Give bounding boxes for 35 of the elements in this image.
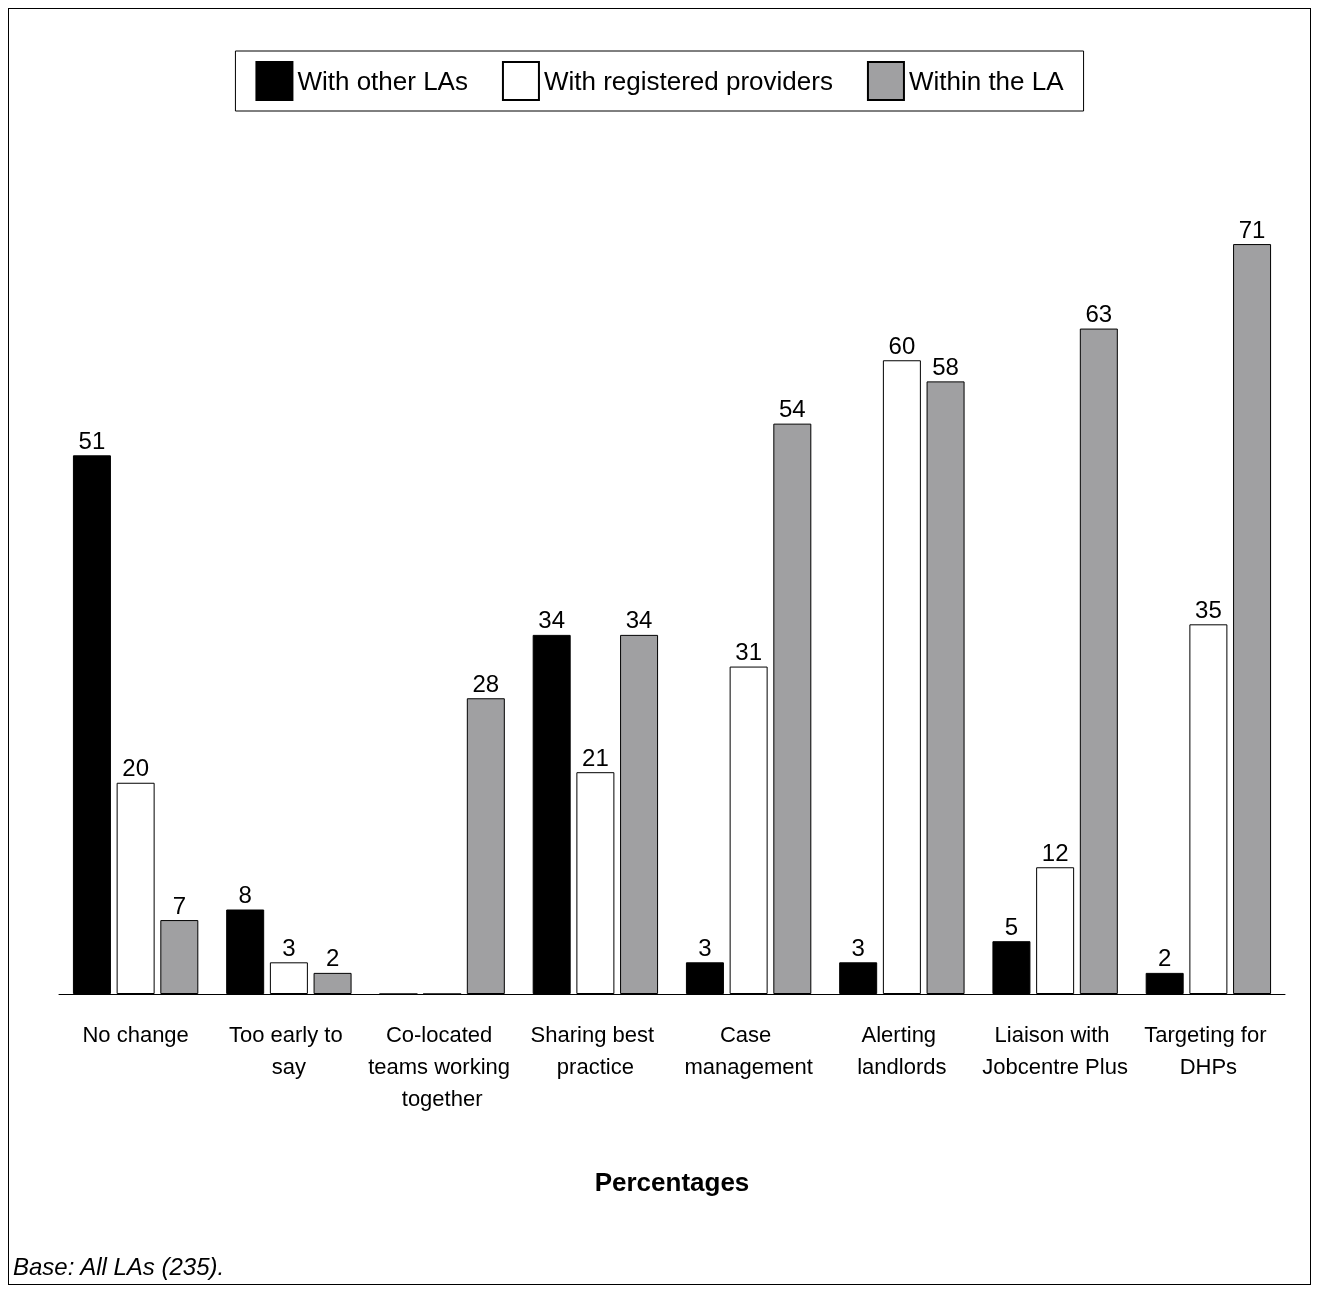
x-tick-label: Sharing best practice bbox=[530, 1021, 661, 1079]
data-label: 2 bbox=[1158, 944, 1172, 972]
data-label: 54 bbox=[778, 395, 806, 423]
data-label: 31 bbox=[735, 638, 762, 666]
data-label: 3 bbox=[282, 933, 296, 961]
data-label: 20 bbox=[122, 754, 149, 782]
x-tick-label: Liaison with Jobcentre Plus bbox=[982, 1021, 1128, 1079]
data-label: 63 bbox=[1085, 300, 1113, 328]
data-label: 58 bbox=[932, 352, 959, 380]
data-label: 3 bbox=[698, 933, 712, 961]
x-tick-label: Case management bbox=[684, 1021, 813, 1079]
x-tick-label: Too early to say bbox=[228, 1021, 349, 1079]
x-axis-title: Percentages bbox=[594, 1167, 750, 1197]
x-tick-label: No change bbox=[82, 1021, 189, 1047]
data-label: 7 bbox=[172, 891, 186, 919]
x-tick-label: Co-located teams working together bbox=[368, 1021, 517, 1111]
x-tick-label: Targeting for DHPs bbox=[1144, 1021, 1273, 1079]
legend-label: With registered providers bbox=[543, 66, 833, 96]
data-label: 28 bbox=[472, 669, 500, 697]
data-label: 2 bbox=[325, 944, 340, 972]
data-label: 34 bbox=[538, 606, 566, 634]
legend-label: With other LAs bbox=[297, 66, 468, 96]
data-label: 35 bbox=[1195, 595, 1222, 623]
text: Base: All LAs (235). bbox=[13, 1252, 225, 1280]
data-label: 71 bbox=[1238, 215, 1266, 243]
data-label: 21 bbox=[582, 743, 609, 771]
data-label: 8 bbox=[238, 881, 252, 908]
data-label: 12 bbox=[1041, 838, 1069, 866]
data-label: 34 bbox=[625, 606, 653, 634]
data-label: 60 bbox=[888, 331, 916, 359]
x-tick-label: Alerting landlords bbox=[857, 1021, 947, 1079]
data-label: 3 bbox=[851, 933, 865, 961]
legend-label: Within the LA bbox=[908, 66, 1065, 96]
data-label: 51 bbox=[78, 426, 106, 454]
data-label: 5 bbox=[1004, 912, 1019, 940]
